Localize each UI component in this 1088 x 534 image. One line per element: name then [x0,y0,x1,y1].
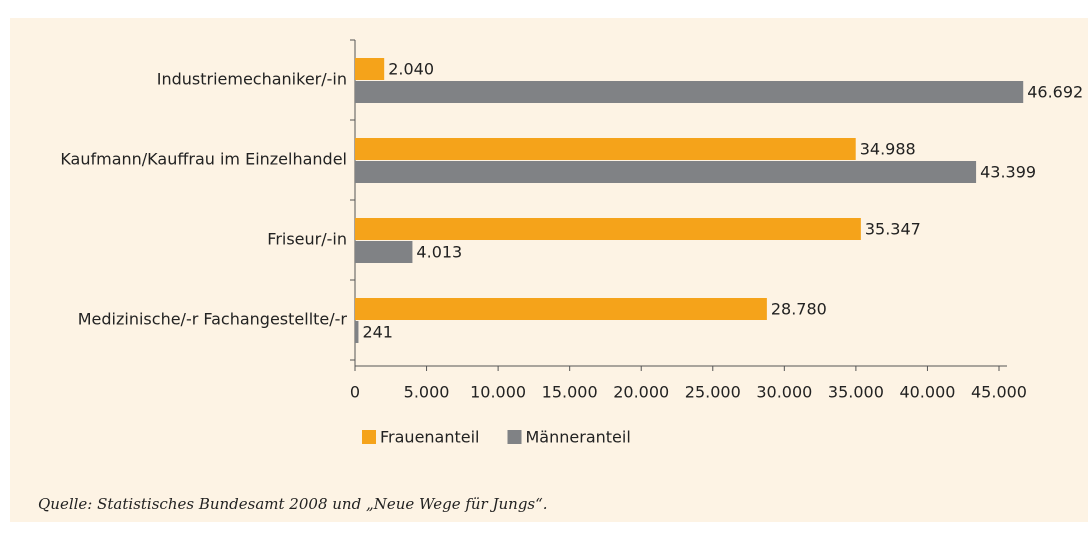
y-tick-label: Industriemechaniker/-in [157,70,347,89]
x-tick-label: 40.000 [899,383,955,402]
value-label: 43.399 [980,163,1036,182]
x-tick-label: 25.000 [685,383,741,402]
x-tick-label: 45.000 [971,383,1027,402]
x-tick-label: 10.000 [470,383,526,402]
legend-swatch [507,430,522,444]
x-tick-label: 30.000 [756,383,812,402]
legend-swatch [362,430,376,444]
bar [355,298,767,320]
legend-label: Frauenanteil [380,428,480,447]
x-tick-label: 5.000 [404,383,450,402]
value-label: 35.347 [865,220,921,239]
y-tick-label: Kaufmann/Kauffrau im Einzelhandel [60,150,347,169]
y-tick-label: Friseur/-in [267,230,347,249]
value-label: 28.780 [771,300,827,319]
bar [355,241,413,263]
value-label: 4.013 [416,243,462,262]
bar [355,81,1024,103]
value-label: 2.040 [388,60,434,79]
legend-label: Männeranteil [526,428,631,447]
value-label: 241 [362,323,393,342]
x-tick-label: 15.000 [542,383,598,402]
value-label: 46.692 [1027,83,1083,102]
bar [355,218,861,240]
x-tick-label: 35.000 [828,383,884,402]
bar [355,161,977,183]
source: Quelle: Statistisches Bundesamt 2008 und… [38,495,548,513]
value-label: 34.988 [860,140,916,159]
x-tick-label: 0 [350,383,360,402]
x-tick-label: 20.000 [613,383,669,402]
bar [355,321,359,343]
bar [355,138,856,160]
bar [355,58,385,80]
y-tick-label: Medizinische/-r Fachangestellte/-r [78,310,348,329]
